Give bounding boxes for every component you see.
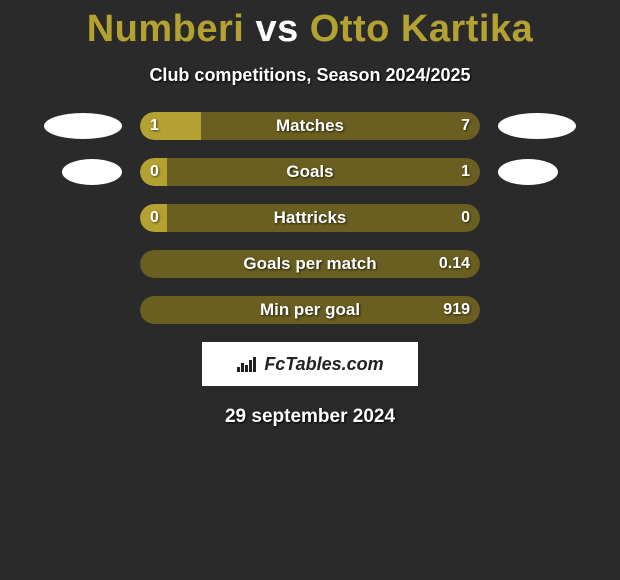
date-text: 29 september 2024 — [0, 406, 620, 428]
stat-row: 17Matches — [0, 112, 620, 140]
stat-bar: 01Goals — [140, 158, 480, 186]
pill-left — [44, 113, 122, 139]
stat-row: 00Hattricks — [0, 204, 620, 232]
title-player2: Otto Kartika — [310, 8, 533, 50]
title-vs: vs — [255, 8, 298, 50]
stat-label: Min per goal — [140, 296, 480, 324]
pill-left — [62, 159, 122, 185]
brand-badge: FcTables.com — [202, 342, 418, 386]
brand-text: FcTables.com — [264, 354, 383, 375]
stat-label: Goals per match — [140, 250, 480, 278]
stats-container: 17Matches 01Goals 00Hattricks 0.14Goals per… — [0, 112, 620, 324]
stat-bar: 00Hattricks — [140, 204, 480, 232]
stat-bar: 17Matches — [140, 112, 480, 140]
stat-bar: 0.14Goals per match — [140, 250, 480, 278]
subtitle: Club competitions, Season 2024/2025 — [0, 65, 620, 86]
stat-bar: 919Min per goal — [140, 296, 480, 324]
stat-row: 0.14Goals per match — [0, 250, 620, 278]
bar-chart-icon — [236, 355, 258, 373]
pill-right — [498, 159, 558, 185]
stat-row: 01Goals — [0, 158, 620, 186]
stat-label: Matches — [140, 112, 480, 140]
title-player1: Numberi — [87, 8, 245, 50]
stat-label: Hattricks — [140, 204, 480, 232]
stat-row: 919Min per goal — [0, 296, 620, 324]
stat-label: Goals — [140, 158, 480, 186]
page-title: Numberi vs Otto Kartika — [0, 0, 620, 51]
pill-right — [498, 113, 576, 139]
